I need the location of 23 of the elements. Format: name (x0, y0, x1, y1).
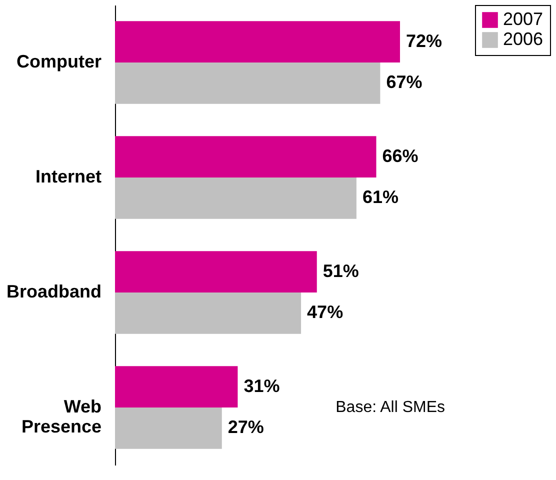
bar (115, 251, 317, 292)
y-tick-label: Web Presence (21, 396, 102, 436)
bar (115, 136, 376, 178)
data-label: 27% (228, 417, 264, 438)
bar (115, 178, 356, 219)
data-label: 31% (244, 376, 280, 396)
bar (115, 408, 222, 449)
bar (115, 292, 302, 334)
legend-label: 2006 (503, 29, 544, 49)
y-tick-label: Broadband (6, 282, 102, 302)
bar (115, 62, 380, 104)
data-label: 67% (386, 72, 422, 92)
annotation: Base: All SMEs (336, 399, 445, 416)
data-label: 61% (362, 187, 398, 208)
y-tick-label: Computer (16, 52, 102, 72)
legend-label: 2007 (503, 9, 544, 29)
bar (115, 366, 238, 408)
data-label: 51% (322, 260, 359, 281)
data-label: 66% (382, 146, 418, 166)
data-label: 72% (406, 30, 442, 51)
data-label: 47% (307, 302, 344, 322)
bar (115, 21, 400, 62)
y-tick-label: Internet (35, 166, 102, 186)
